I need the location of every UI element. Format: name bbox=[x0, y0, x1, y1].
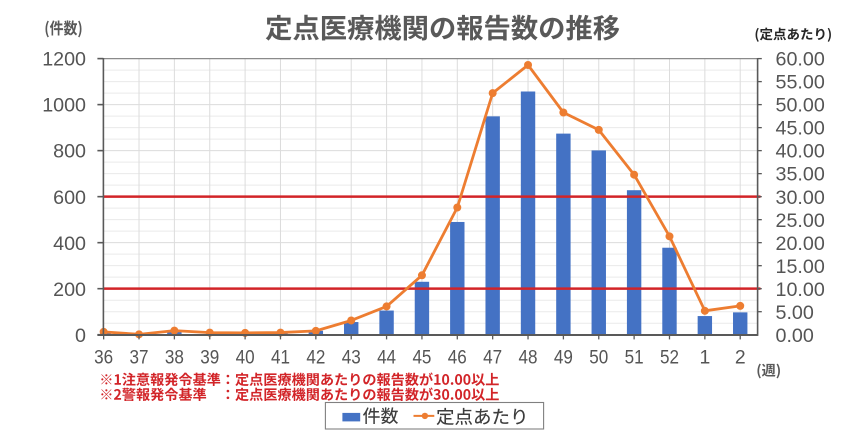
svg-text:30.00: 30.00 bbox=[776, 187, 825, 209]
svg-text:49: 49 bbox=[554, 346, 573, 368]
svg-text:39: 39 bbox=[200, 346, 219, 368]
svg-text:200: 200 bbox=[53, 279, 86, 301]
svg-text:45.00: 45.00 bbox=[776, 118, 825, 140]
svg-text:41: 41 bbox=[271, 346, 290, 368]
svg-text:51: 51 bbox=[625, 346, 644, 368]
svg-text:20.00: 20.00 bbox=[776, 233, 825, 255]
svg-text:47: 47 bbox=[483, 346, 502, 368]
svg-text:50: 50 bbox=[589, 346, 608, 368]
svg-text:5.00: 5.00 bbox=[776, 302, 814, 324]
svg-text:40.00: 40.00 bbox=[776, 141, 825, 163]
svg-text:1200: 1200 bbox=[42, 49, 86, 71]
svg-text:35.00: 35.00 bbox=[776, 164, 825, 186]
svg-text:2: 2 bbox=[735, 346, 746, 368]
svg-text:45: 45 bbox=[412, 346, 431, 368]
svg-text:38: 38 bbox=[165, 346, 184, 368]
svg-text:10.00: 10.00 bbox=[776, 279, 825, 301]
svg-text:37: 37 bbox=[130, 346, 149, 368]
svg-text:400: 400 bbox=[53, 233, 86, 255]
svg-text:1000: 1000 bbox=[42, 95, 86, 117]
svg-text:42: 42 bbox=[306, 346, 325, 368]
svg-text:25.00: 25.00 bbox=[776, 210, 825, 232]
svg-text:40: 40 bbox=[236, 346, 255, 368]
svg-text:600: 600 bbox=[53, 187, 86, 209]
svg-text:0.00: 0.00 bbox=[776, 325, 814, 347]
svg-text:0: 0 bbox=[75, 325, 86, 347]
svg-text:800: 800 bbox=[53, 141, 86, 163]
svg-text:60.00: 60.00 bbox=[776, 49, 825, 71]
svg-text:43: 43 bbox=[342, 346, 361, 368]
svg-text:1: 1 bbox=[699, 346, 710, 368]
svg-text:44: 44 bbox=[377, 346, 396, 368]
svg-text:15.00: 15.00 bbox=[776, 256, 825, 278]
svg-text:55.00: 55.00 bbox=[776, 72, 825, 94]
svg-text:52: 52 bbox=[660, 346, 679, 368]
svg-text:48: 48 bbox=[519, 346, 538, 368]
svg-text:36: 36 bbox=[94, 346, 113, 368]
svg-text:46: 46 bbox=[448, 346, 467, 368]
svg-text:50.00: 50.00 bbox=[776, 95, 825, 117]
